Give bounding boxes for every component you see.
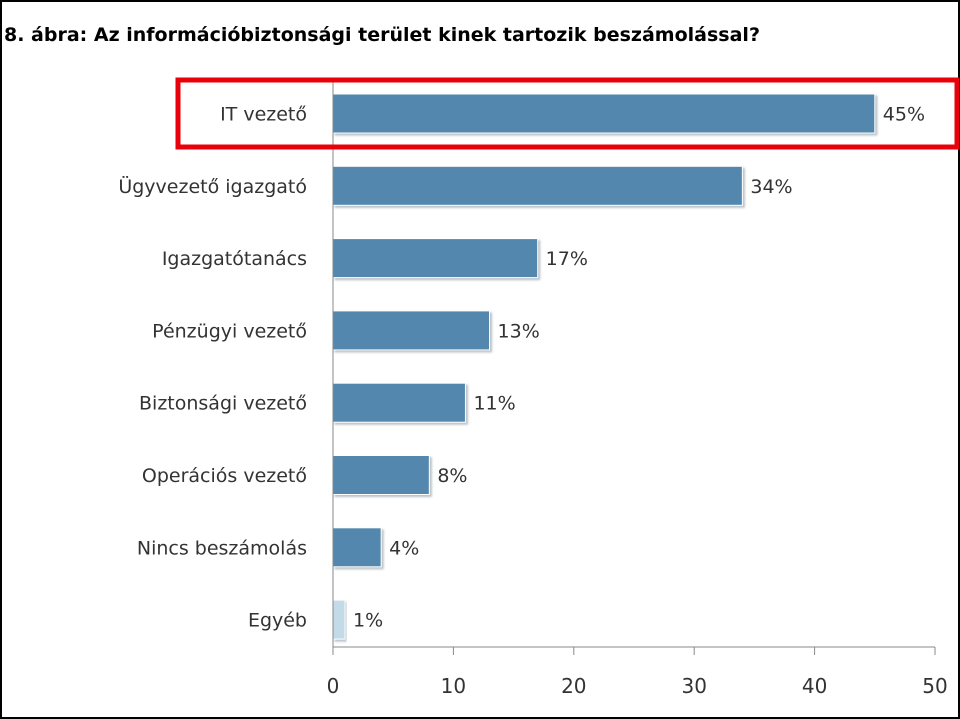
category-label: Pénzügyi vezető xyxy=(152,320,307,342)
bar xyxy=(332,382,466,423)
bar xyxy=(332,527,382,568)
x-tick-label: 10 xyxy=(441,674,466,698)
value-label: 1% xyxy=(353,610,383,632)
bar xyxy=(332,310,491,351)
x-tick-label: 0 xyxy=(327,674,340,698)
category-label: Biztonsági vezető xyxy=(139,393,307,415)
bar xyxy=(332,455,430,495)
highlight-box xyxy=(175,77,960,150)
value-label: 34% xyxy=(750,176,792,198)
category-label: IT vezető xyxy=(220,104,307,126)
category-label: Ügyvezető igazgató xyxy=(118,175,307,198)
category-label: Igazgatótanács xyxy=(162,248,307,270)
bar xyxy=(332,93,876,134)
x-tick-label: 20 xyxy=(561,674,586,698)
bar xyxy=(332,165,743,206)
x-tick-label: 50 xyxy=(922,674,947,698)
value-label: 11% xyxy=(473,393,515,415)
x-axis: 0 10 20 30 40 50 xyxy=(327,80,948,698)
value-label: 17% xyxy=(546,248,588,270)
value-label: 13% xyxy=(498,320,540,342)
category-label: Egyéb xyxy=(248,610,307,632)
bars-layer: IT vezető 45% Ügyvezető igazgató 34% Igazgat… xyxy=(118,93,925,640)
category-label: Operációs vezető xyxy=(142,465,307,487)
x-tick-label: 30 xyxy=(681,674,706,698)
value-label: 45% xyxy=(883,104,925,126)
bar xyxy=(332,238,539,279)
bar xyxy=(332,599,346,640)
category-label: Nincs beszámolás xyxy=(137,537,307,559)
value-label: 8% xyxy=(437,465,467,487)
highlight-layer xyxy=(175,77,960,150)
chart-title: 8. ábra: Az információbiztonsági terület… xyxy=(4,24,760,46)
value-label: 4% xyxy=(389,537,419,559)
x-tick-label: 40 xyxy=(802,674,827,698)
